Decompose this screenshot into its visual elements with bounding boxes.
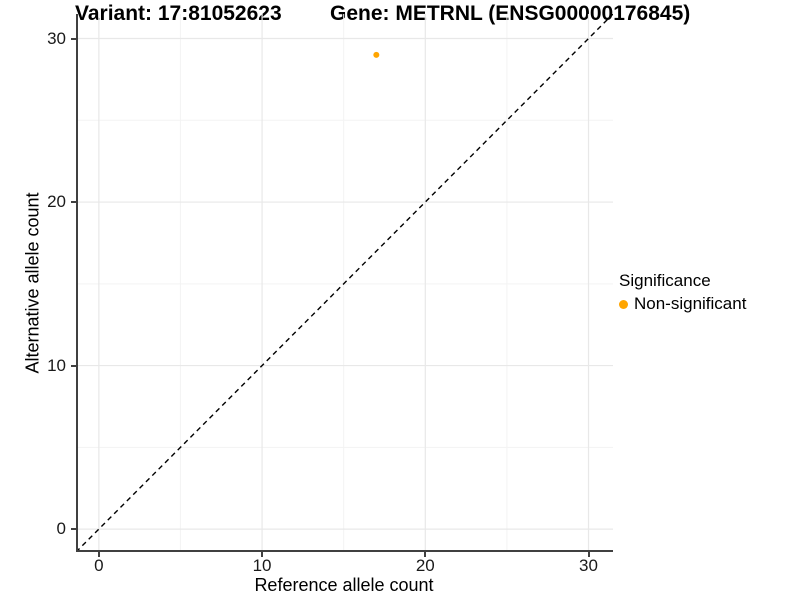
y-axis-tick — [71, 364, 76, 367]
gene-title: Gene: METRNL (ENSG00000176845) — [330, 2, 691, 25]
chart-canvas — [76, 14, 613, 552]
x-axis-tick — [587, 552, 590, 557]
legend: Significance Non-significant — [619, 271, 746, 314]
y-axis-tick — [71, 37, 76, 40]
legend-title: Significance — [619, 271, 711, 290]
legend-item-label: Non-significant — [634, 294, 747, 313]
x-tick-label: 10 — [252, 556, 272, 575]
y-tick-label: 0 — [56, 519, 66, 539]
x-axis-title: Reference allele count — [254, 575, 434, 595]
x-tick-label: 20 — [415, 556, 435, 575]
y-axis-tick — [71, 528, 76, 531]
y-axis-title: Alternative allele count — [22, 192, 43, 374]
x-axis-tick — [97, 552, 100, 557]
x-tick-label: 0 — [94, 556, 104, 575]
y-axis-tick — [71, 201, 76, 204]
x-tick-label: 30 — [579, 556, 598, 575]
data-point — [373, 51, 380, 58]
plot-panel — [76, 14, 613, 552]
legend-point-icon — [619, 299, 628, 309]
legend-item: Non-significant — [619, 294, 746, 314]
y-tick-label: 30 — [47, 28, 66, 48]
x-axis-tick — [424, 552, 427, 557]
x-axis-tick — [261, 552, 264, 557]
y-tick-label: 10 — [47, 355, 66, 375]
variant-title: Variant: 17:81052623 — [75, 2, 282, 25]
y-tick-label: 20 — [47, 192, 66, 212]
